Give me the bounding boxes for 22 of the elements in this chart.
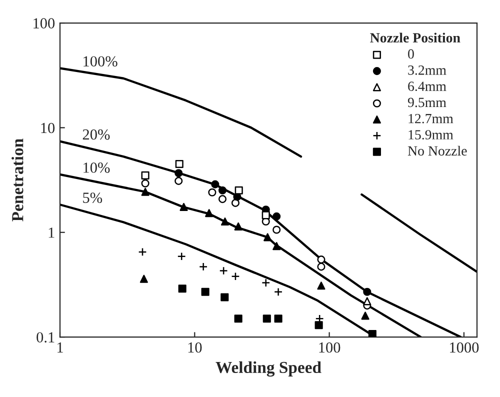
y-tick-label: 10 [41, 122, 55, 134]
y-axis-title: Penetration [12, 138, 24, 222]
x-axis-title: Welding Speed [216, 361, 322, 377]
legend-label: 3.2mm [408, 65, 446, 75]
x-tick-label: 10 [188, 342, 202, 353]
x-tick-label: 1000 [450, 342, 479, 353]
series-label: 100% [84, 56, 118, 67]
y-tick-label: 0.1 [36, 332, 54, 343]
legend-label: 0 [408, 49, 414, 59]
legend-label: 9.5mm [408, 98, 446, 108]
x-tick-label: 1 [58, 342, 63, 353]
legend-label: 6.4mm [408, 82, 446, 92]
legend-label: 15.9mm [408, 130, 454, 140]
y-tick-label: 100 [34, 18, 55, 28]
series-label: 5% [83, 192, 102, 203]
legend-title: Nozzle Position [370, 32, 460, 43]
legend-label: No Nozzle [408, 146, 467, 156]
series-label: 10% [84, 162, 110, 173]
legend-label: 12.7mm [408, 114, 454, 124]
series-label: 20% [82, 129, 110, 140]
y-tick-label: 1 [48, 228, 54, 238]
x-tick-label: 100 [319, 342, 340, 353]
